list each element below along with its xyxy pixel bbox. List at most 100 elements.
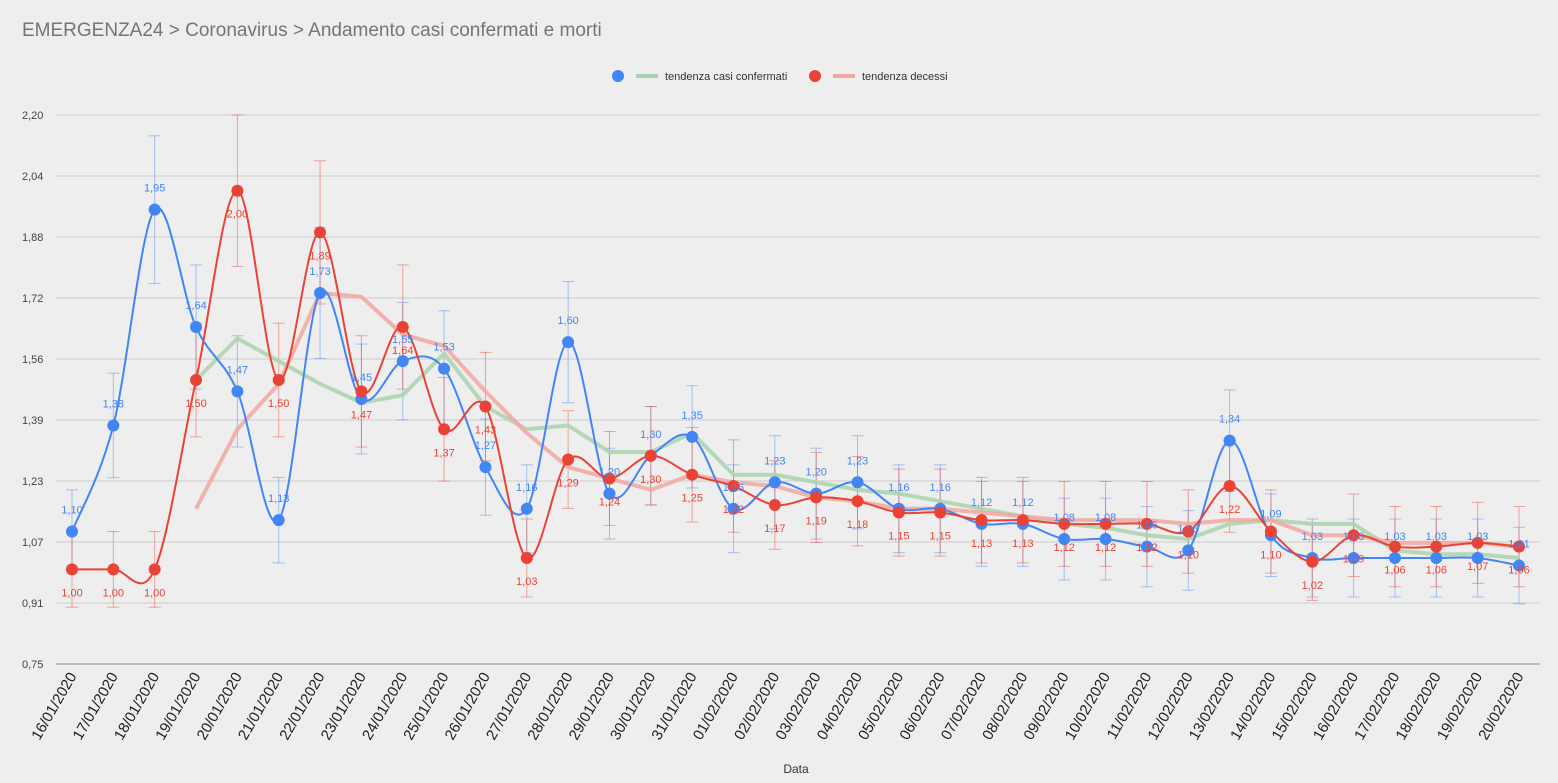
y-tick-label: 1,72 — [22, 293, 43, 305]
data-label-confermati: 1,30 — [640, 429, 661, 441]
data-label-decessi: 1,24 — [599, 496, 620, 508]
point-decessi — [66, 563, 78, 576]
point-confermati — [148, 203, 161, 216]
data-label-decessi: 1,10 — [1178, 549, 1199, 561]
point-decessi — [934, 506, 947, 519]
data-label-decessi: 1,07 — [1467, 561, 1488, 573]
point-decessi — [1347, 529, 1360, 542]
point-decessi — [975, 514, 988, 527]
data-label-decessi: 1,06 — [1384, 565, 1405, 577]
data-label-confermati: 1,12 — [971, 497, 992, 509]
point-decessi — [810, 491, 823, 504]
data-label-confermati: 1,12 — [1012, 497, 1033, 509]
point-confermati — [727, 502, 740, 515]
legend-marker — [612, 70, 624, 82]
point-confermati — [562, 336, 575, 349]
point-decessi — [479, 400, 492, 413]
data-label-decessi: 1,13 — [971, 538, 992, 550]
y-axis-ticks: 0,75 0,91 1,07 1,23 1,39 1,56 1,72 1,88 2,04 2,20 — [22, 110, 43, 671]
data-label-confermati: 1,38 — [103, 398, 124, 410]
y-tick-label: 2,04 — [22, 171, 43, 183]
point-confermati — [1140, 540, 1153, 553]
legend-label: tendenza decessi — [862, 71, 948, 83]
data-label-decessi: 1,03 — [516, 576, 537, 588]
data-label-decessi: 1,15 — [929, 531, 950, 543]
x-axis-ticks: 16/01/202017/01/202018/01/202019/01/2020… — [28, 670, 1527, 744]
point-confermati — [272, 514, 285, 527]
data-label-decessi: 1,12 — [1136, 542, 1157, 554]
data-label-confermati: 1,73 — [309, 266, 330, 278]
data-label-confermati: 1,34 — [1219, 414, 1240, 426]
data-label-decessi: 1,00 — [103, 587, 124, 599]
point-decessi — [892, 506, 905, 519]
point-decessi — [314, 226, 327, 239]
legend-marker — [809, 70, 821, 82]
data-label-decessi: 1,12 — [1095, 542, 1116, 554]
data-label-confermati: 1,16 — [929, 482, 950, 494]
point-confermati — [479, 461, 492, 474]
grid-lines — [56, 114, 1540, 665]
data-label-confermati: 1,13 — [268, 493, 289, 505]
data-label-confermati: 1,23 — [847, 455, 868, 467]
point-confermati — [1513, 559, 1525, 572]
point-decessi — [1388, 540, 1401, 553]
y-tick-label: 1,39 — [22, 415, 43, 427]
point-decessi — [1430, 540, 1443, 553]
y-tick-label: 0,91 — [22, 598, 43, 610]
point-confermati — [520, 502, 533, 515]
point-decessi — [686, 468, 699, 481]
data-labels: 1,10 1,38 1,95 1,64 1,47 1,13 1,73 1,45 1,55 1,53… — [61, 183, 1529, 600]
point-confermati — [1058, 533, 1071, 546]
point-confermati — [851, 476, 864, 489]
data-label-confermati: 1,95 — [144, 183, 165, 195]
point-decessi — [603, 472, 616, 485]
point-confermati — [1430, 551, 1443, 564]
data-label-confermati: 1,60 — [557, 315, 578, 327]
point-confermati — [1182, 544, 1195, 557]
data-label-confermati: 1,16 — [888, 482, 909, 494]
point-decessi — [727, 480, 740, 493]
data-label-decessi: 1,47 — [351, 409, 372, 421]
point-decessi — [190, 374, 203, 387]
point-confermati — [686, 430, 699, 443]
point-confermati — [438, 362, 451, 375]
point-decessi — [1223, 480, 1236, 493]
y-tick-label: 2,20 — [22, 110, 43, 122]
data-points — [66, 184, 1525, 576]
point-confermati — [1388, 551, 1401, 564]
data-label-decessi: 1,19 — [805, 515, 826, 527]
data-label-confermati: 1,08 — [1054, 512, 1075, 524]
point-decessi — [355, 385, 368, 398]
point-decessi — [1058, 517, 1071, 530]
point-decessi — [396, 321, 409, 334]
data-label-decessi: 1,06 — [1426, 565, 1447, 577]
data-label-decessi: 1,13 — [1012, 538, 1033, 550]
point-confermati — [231, 385, 244, 398]
point-confermati — [107, 419, 120, 432]
data-label-decessi: 1,06 — [1508, 565, 1529, 577]
point-decessi — [231, 184, 244, 197]
data-label-confermati: 1,35 — [681, 410, 702, 422]
data-label-decessi: 1,17 — [764, 523, 785, 535]
data-label-confermati: 1,08 — [1095, 512, 1116, 524]
data-label-confermati: 1,03 — [1302, 531, 1323, 543]
data-label-confermati: 1,16 — [516, 482, 537, 494]
data-label-confermati: 1,09 — [1260, 508, 1281, 520]
point-decessi — [1306, 555, 1319, 568]
point-decessi — [768, 498, 781, 511]
point-decessi — [1099, 517, 1112, 530]
y-tick-label: 0,75 — [22, 659, 43, 671]
data-label-decessi: 1,15 — [888, 531, 909, 543]
data-label-decessi: 2,00 — [227, 209, 248, 221]
point-decessi — [438, 423, 451, 436]
point-confermati — [1471, 551, 1484, 564]
point-decessi — [107, 563, 120, 576]
point-confermati — [190, 321, 203, 334]
point-decessi — [644, 449, 657, 462]
legend: tendenza casi confermati tendenza decessi — [612, 70, 948, 83]
point-decessi — [1264, 525, 1277, 538]
point-confermati — [396, 355, 409, 368]
x-axis-title: Data — [783, 762, 809, 776]
data-label-confermati: 1,45 — [351, 372, 372, 384]
